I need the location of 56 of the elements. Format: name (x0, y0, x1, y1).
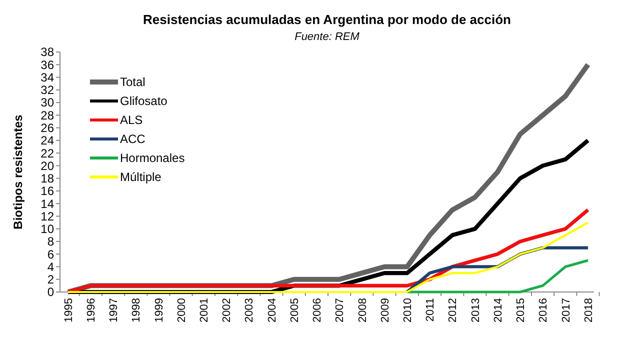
legend-label: ALS (120, 113, 143, 128)
y-tick-label: 28 (40, 108, 54, 122)
x-tick-label: 2006 (312, 298, 324, 322)
x-tick-label: 2004 (266, 298, 278, 322)
y-tick-label: 20 (40, 158, 54, 173)
legend-label: Hormonales (120, 151, 185, 166)
x-tick-label: 2003 (244, 298, 256, 322)
line-series (66, 208, 590, 294)
x-tick-label: 2015 (515, 298, 528, 322)
y-tick-label: 14 (40, 196, 54, 211)
y-tick-label: 38 (40, 45, 54, 60)
line-series (66, 221, 590, 294)
x-tick-label: 2000 (176, 298, 188, 322)
y-tick-label: 0 (47, 285, 54, 300)
x-tick-label: 2017 (560, 298, 572, 322)
x-tick-label: 2007 (334, 298, 346, 322)
legend-label: Total (120, 75, 146, 90)
y-tick-label: 16 (40, 184, 54, 198)
y-tick-label: 26 (40, 120, 54, 135)
x-tick-label: 2010 (402, 298, 414, 322)
line-series (406, 259, 590, 294)
y-tick-label: 32 (40, 83, 54, 98)
x-tick-label: 2009 (379, 298, 392, 322)
y-tick-label: 4 (47, 260, 54, 274)
x-tick-label: 2014 (492, 298, 504, 322)
x-tick-label: 2001 (198, 298, 210, 322)
x-tick-label: 2013 (470, 298, 482, 322)
x-tick-label: 2005 (288, 298, 301, 322)
y-tick-label: 22 (40, 146, 54, 160)
x-tick-label: 1999 (153, 298, 166, 322)
legend-label: Glifosato (120, 94, 168, 108)
x-tick-label: 1998 (130, 298, 143, 322)
chart-subtitle: Fuente: REM (294, 31, 360, 43)
x-tick-label: 1995 (62, 298, 75, 322)
legend-label: Múltiple (120, 170, 162, 184)
y-tick-label: 24 (40, 134, 54, 148)
x-tick-label: 2008 (356, 298, 369, 322)
x-tick-label: 2012 (447, 298, 460, 322)
x-tick-label: 2016 (538, 298, 550, 322)
x-tick-label: 2011 (424, 298, 437, 322)
y-tick-label: 12 (40, 209, 54, 224)
y-tick-label: 30 (40, 96, 54, 110)
y-tick-label: 34 (40, 70, 54, 84)
x-tick-label: 1996 (85, 298, 98, 322)
y-tick-label: 36 (40, 58, 54, 72)
legend-label: ACC (120, 132, 146, 146)
y-tick-label: 6 (47, 247, 54, 262)
y-tick-label: 8 (47, 234, 54, 249)
x-tick-label: 1997 (108, 298, 120, 322)
chart-title: Resistencias acumuladas en Argentina por modo de acción (143, 12, 512, 27)
y-tick-label: 18 (40, 172, 54, 186)
x-tick-label: 2018 (582, 298, 595, 322)
y-axis-title: Biotipos resistentes (11, 114, 25, 230)
y-tick-label: 10 (40, 222, 54, 236)
y-tick-label: 2 (47, 272, 54, 287)
x-tick-label: 2002 (221, 298, 234, 322)
